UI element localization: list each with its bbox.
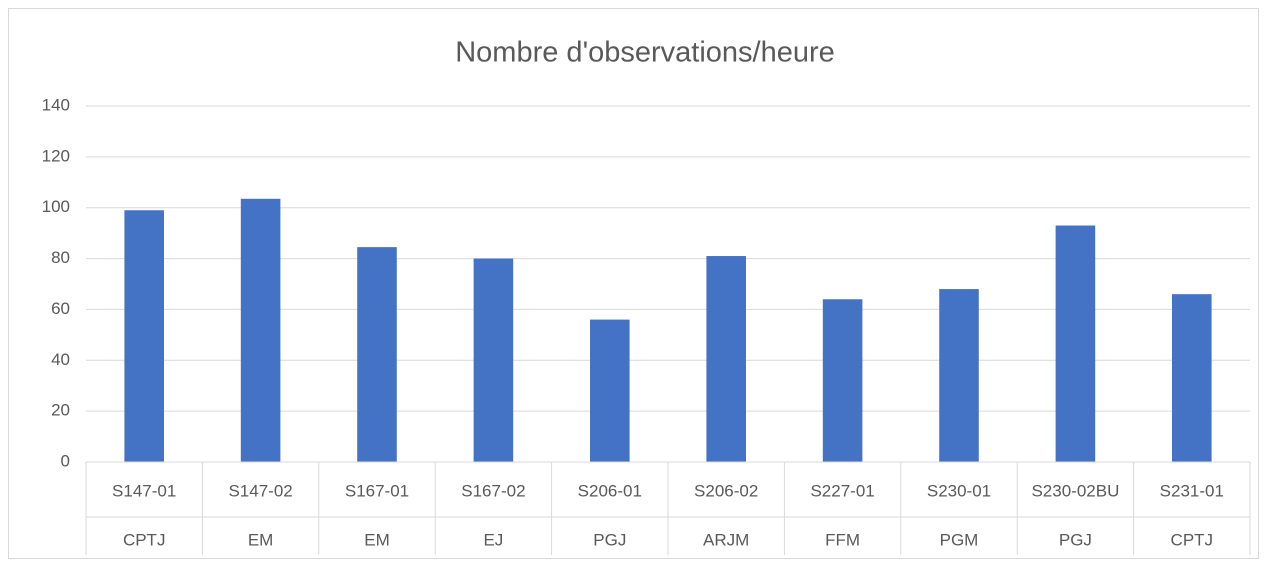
- x-subcategory-label: CPTJ: [1171, 530, 1214, 549]
- x-subcategory-label: EM: [248, 530, 274, 549]
- bar: [822, 299, 863, 462]
- y-tick-label: 80: [51, 248, 70, 267]
- y-tick-label: 0: [61, 451, 70, 470]
- x-subcategory-label: PGJ: [1059, 530, 1092, 549]
- bar: [357, 247, 397, 462]
- x-tick-label: S227-01: [810, 481, 874, 500]
- x-tick-label: S206-01: [578, 481, 642, 500]
- x-tick-label: S231-01: [1160, 481, 1224, 500]
- chart-title: Nombre d'observations/heure: [455, 37, 835, 69]
- bar: [1055, 225, 1096, 462]
- y-tick-label: 60: [51, 299, 70, 318]
- x-subcategory-label: FFM: [825, 530, 860, 549]
- y-tick-label: 140: [42, 95, 70, 114]
- x-tick-label: S230-02BU: [1031, 481, 1119, 500]
- chart-border: [8, 8, 1259, 559]
- bar: [473, 258, 514, 462]
- bar: [240, 198, 281, 463]
- x-tick-label: S147-02: [228, 481, 292, 500]
- x-subcategory-label: PGJ: [593, 530, 626, 549]
- bar: [1172, 294, 1212, 462]
- bar: [939, 289, 979, 462]
- x-tick-label: S147-01: [112, 481, 176, 500]
- x-subcategory-label: CPTJ: [123, 530, 166, 549]
- y-tick-label: 40: [51, 350, 70, 369]
- y-tick-label: 100: [42, 197, 70, 216]
- x-subcategory-label: EM: [364, 530, 390, 549]
- bar: [590, 319, 630, 462]
- x-tick-label: S167-01: [345, 481, 409, 500]
- bar: [706, 256, 746, 462]
- x-tick-label: S230-01: [927, 481, 991, 500]
- x-tick-label: S167-02: [461, 481, 525, 500]
- y-tick-label: 20: [51, 401, 70, 420]
- x-subcategory-label: EJ: [483, 530, 503, 549]
- x-subcategory-label: ARJM: [703, 530, 749, 549]
- bar: [124, 210, 164, 462]
- y-tick-label: 120: [42, 146, 70, 165]
- x-subcategory-label: PGM: [940, 530, 979, 549]
- x-tick-label: S206-02: [694, 481, 758, 500]
